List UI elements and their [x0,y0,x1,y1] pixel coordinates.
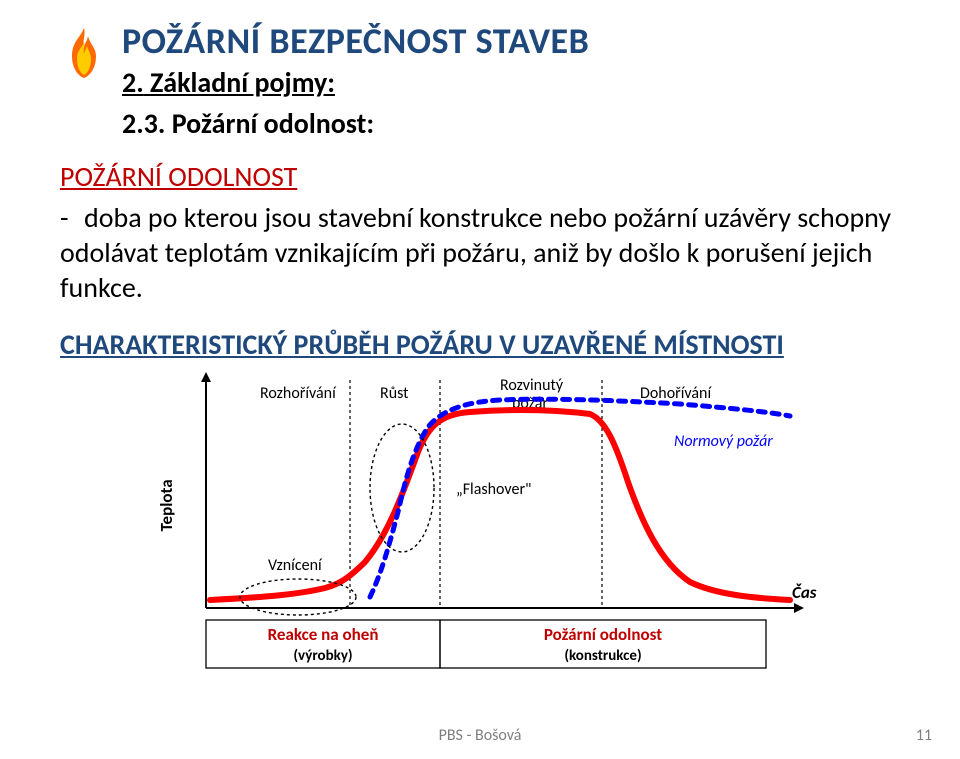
svg-text:Rozvinutý: Rozvinutý [500,376,564,395]
footer-text: PBS - Bošová [0,726,960,745]
definition-body: -doba po kterou jsou stavební konstrukce… [60,200,920,305]
fire-curve-chart: RozhoříváníRůstRozvinutýpožárDohoříváníT… [150,372,830,682]
svg-text:Čas: Čas [792,582,817,603]
section-label: Základní pojmy: [150,65,335,100]
svg-text:Normový požár: Normový požár [674,432,773,451]
subsection-number: 2.3. [122,106,165,141]
svg-text:„Flashover": „Flashover" [456,480,531,499]
list-dash: - [60,200,84,235]
section-number: 2. [122,65,144,100]
subsection-label: Požární odolnost: [172,106,374,141]
flame-icon [60,26,108,80]
svg-text:Reakce na oheň: Reakce na oheň [268,624,379,645]
svg-text:(výrobky): (výrobky) [293,647,352,665]
svg-text:Růst: Růst [380,384,409,403]
definition-text: doba po kterou jsou stavební konstrukce … [60,200,891,305]
page-number: 11 [916,726,932,745]
subsection-heading: 2.3. Požární odolnost: [122,106,920,141]
chart-title: CHARAKTERISTICKÝ PRŮBĚH POŽÁRU V UZAVŘEN… [60,327,920,362]
svg-text:Teplota: Teplota [156,480,177,532]
svg-text:Požární odolnost: Požární odolnost [544,624,662,645]
section-heading: 2. Základní pojmy: [122,65,920,100]
svg-text:(konstrukce): (konstrukce) [564,647,641,665]
svg-text:Rozhořívání: Rozhořívání [260,384,337,403]
page-title: POŽÁRNÍ BEZPEČNOST STAVEB [122,20,920,63]
svg-text:Vznícení: Vznícení [268,556,323,575]
definition-term: POŽÁRNÍ ODOLNOST [60,159,920,194]
